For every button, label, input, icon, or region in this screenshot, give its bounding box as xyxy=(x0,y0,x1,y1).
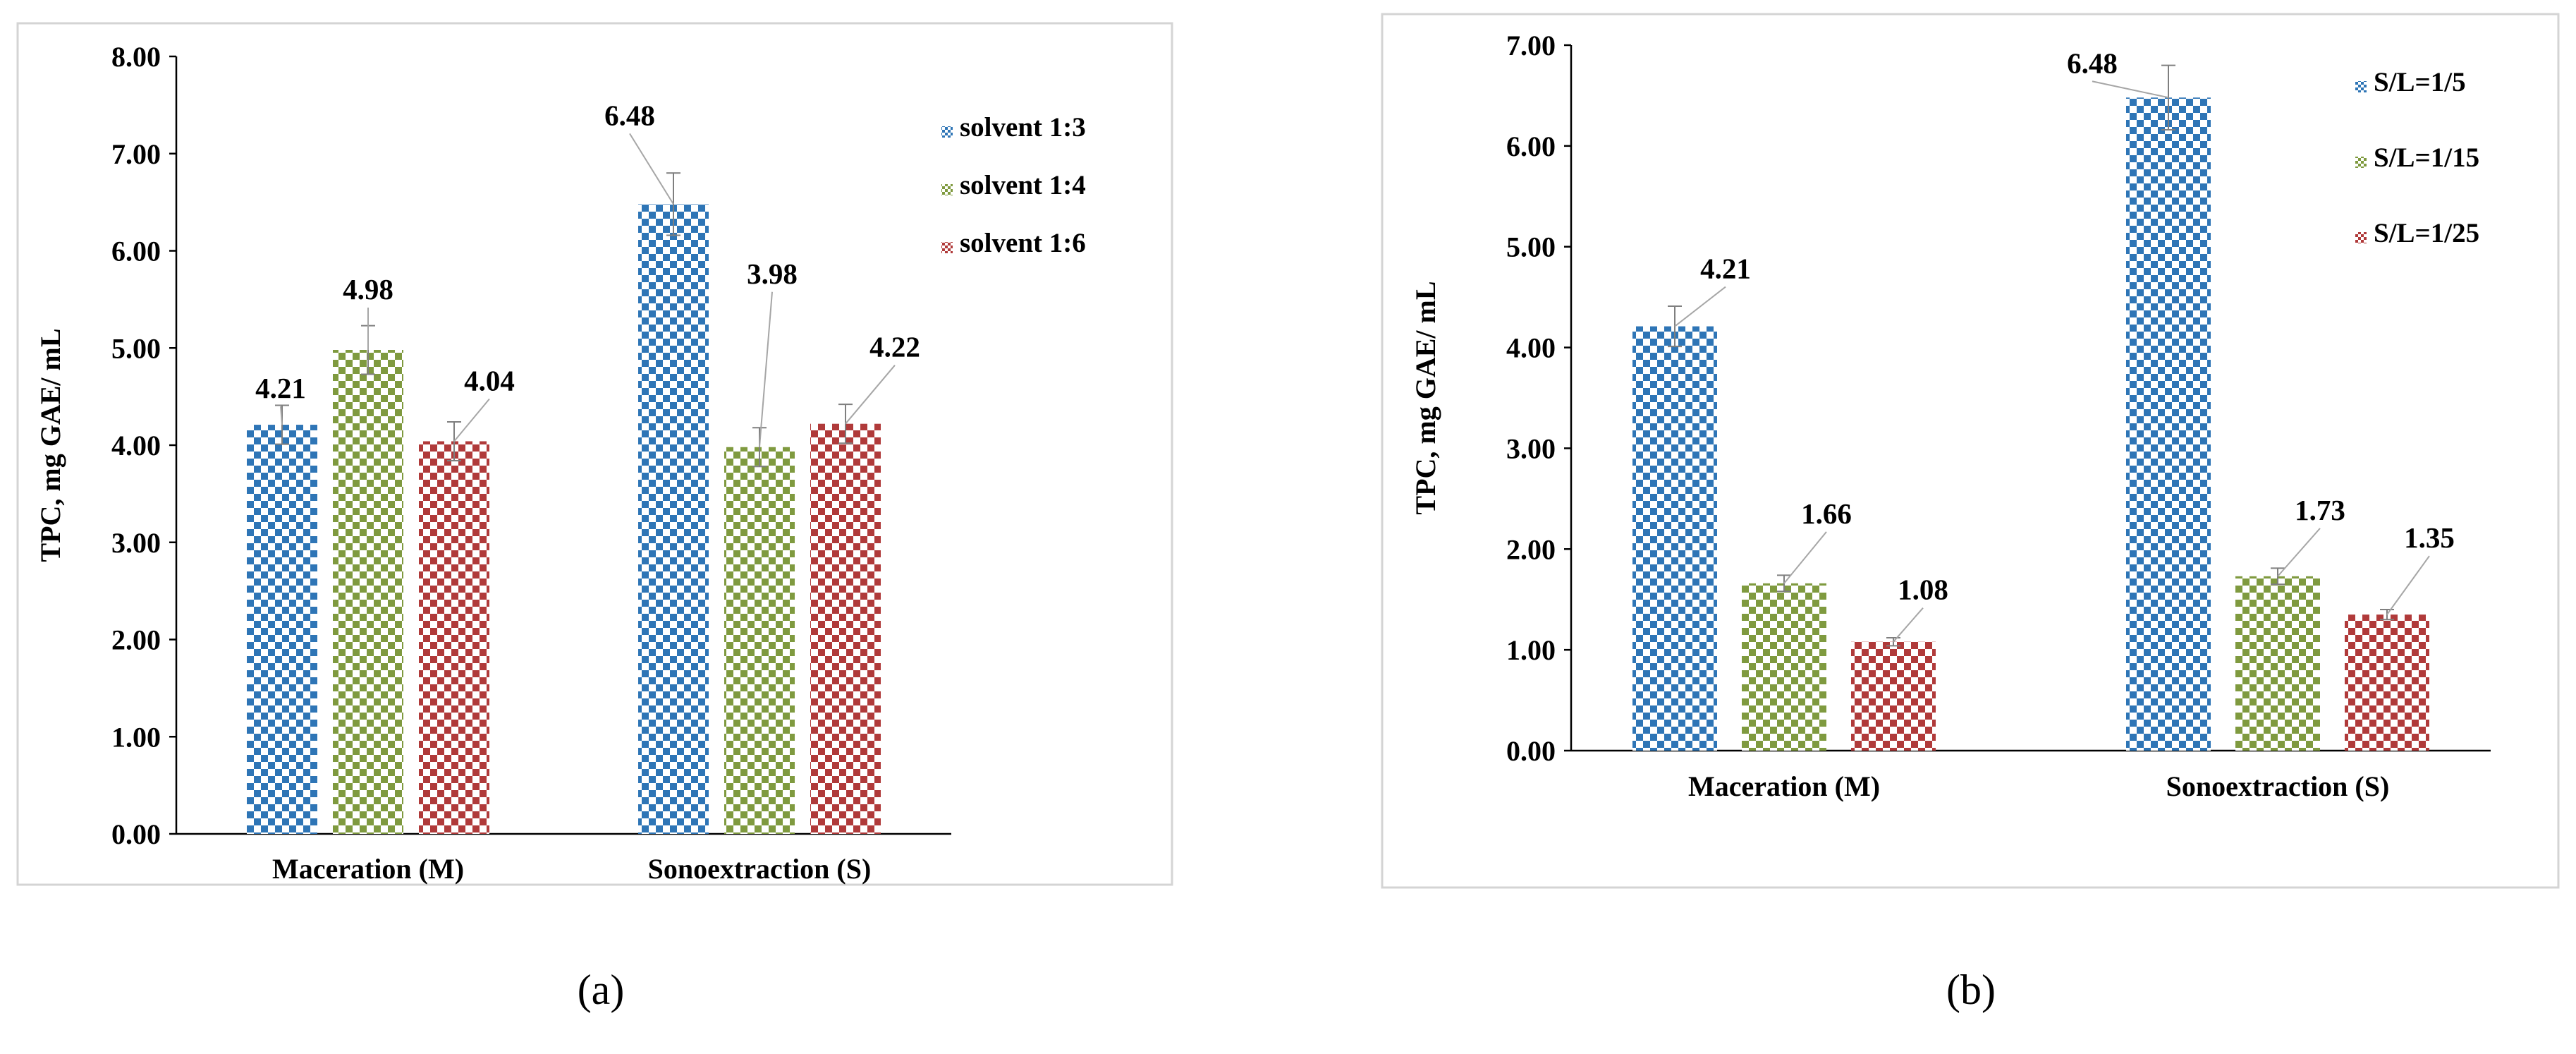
y-tick-label: 2.00 xyxy=(111,624,161,656)
data-label-leader xyxy=(1674,286,1726,327)
y-tick-label: 6.00 xyxy=(1506,131,1556,162)
legend-swatch xyxy=(2355,157,2367,168)
legend-swatch xyxy=(941,184,953,195)
data-label-leader xyxy=(1893,607,1924,643)
legend-swatch xyxy=(941,242,953,253)
panel-caption: (b) xyxy=(1946,967,1996,1013)
bar xyxy=(2126,97,2211,751)
data-label-leader xyxy=(280,406,283,425)
data-label: 1.66 xyxy=(1801,497,1852,530)
bar xyxy=(2235,576,2320,751)
data-label: 6.48 xyxy=(2067,47,2118,79)
data-label: 4.21 xyxy=(255,372,306,404)
bar xyxy=(724,447,795,834)
y-tick-label: 2.00 xyxy=(1506,533,1556,565)
chart-panel-a: 0.00 1.00 2.00 3.00 4.00 5.00 6.00 7.00 8.00 TPC,… xyxy=(16,22,1173,1013)
data-label-leader xyxy=(2386,555,2430,615)
data-label: 4.21 xyxy=(1700,253,1751,285)
data-label-leader xyxy=(1783,531,1827,584)
category-label: Maceration (M) xyxy=(1688,770,1880,802)
category-label: Maceration (M) xyxy=(272,853,464,885)
y-tick-label: 0.00 xyxy=(1506,735,1556,767)
data-label: 6.48 xyxy=(604,99,655,131)
data-label: 1.08 xyxy=(1898,574,1948,606)
y-tick-label: 8.00 xyxy=(111,41,161,73)
data-label-leader xyxy=(629,133,674,205)
data-label: 4.22 xyxy=(869,331,920,363)
legend-swatch xyxy=(2355,232,2367,243)
y-tick-label: 5.00 xyxy=(1506,231,1556,263)
legend-label: solvent 1:3 xyxy=(960,112,1086,143)
y-tick-label: 3.00 xyxy=(1506,432,1556,464)
data-label-leader xyxy=(759,291,773,447)
data-label-leader xyxy=(453,398,490,442)
category-label: Sonoextraction (S) xyxy=(2166,770,2390,802)
legend-swatch xyxy=(941,126,953,138)
y-tick-label: 1.00 xyxy=(111,721,161,753)
bar xyxy=(638,204,709,834)
bar xyxy=(1742,583,1826,751)
data-label-leader xyxy=(2277,528,2321,577)
chart-frame xyxy=(16,22,1173,886)
y-tick-label: 7.00 xyxy=(111,138,161,170)
data-label: 4.04 xyxy=(464,364,515,396)
y-axis-title: TPC, mg GAE/ mL xyxy=(35,328,66,562)
data-label: 3.98 xyxy=(747,258,798,290)
data-label: 1.35 xyxy=(2404,521,2455,554)
legend-swatch xyxy=(2355,81,2367,92)
bar xyxy=(419,441,489,834)
bar xyxy=(333,350,403,834)
bar xyxy=(247,425,317,834)
bar xyxy=(810,423,881,834)
data-label: 1.73 xyxy=(2295,494,2345,526)
data-label-leader xyxy=(2092,80,2169,99)
y-tick-label: 1.00 xyxy=(1506,634,1556,666)
bar xyxy=(1632,326,1717,751)
legend-label: solvent 1:4 xyxy=(960,170,1086,200)
y-axis-title: TPC, mg GAE/ mL xyxy=(1410,281,1441,514)
y-tick-label: 4.00 xyxy=(111,430,161,461)
y-tick-label: 6.00 xyxy=(111,236,161,267)
legend-label: solvent 1:6 xyxy=(960,228,1086,258)
y-tick-label: 5.00 xyxy=(111,332,161,364)
panel-caption: (a) xyxy=(578,967,625,1013)
y-tick-label: 0.00 xyxy=(111,818,161,850)
legend-label: S/L=1/25 xyxy=(2374,218,2479,248)
data-label-leader xyxy=(845,365,896,425)
legend-label: S/L=1/5 xyxy=(2374,67,2466,97)
y-tick-label: 3.00 xyxy=(111,527,161,559)
chart-panel-b: 0.00 1.00 2.00 3.00 4.00 5.00 6.00 7.00 TPC, mg … xyxy=(1381,13,2560,1013)
legend-label: S/L=1/15 xyxy=(2374,143,2479,173)
bar xyxy=(2345,614,2429,751)
data-label: 4.98 xyxy=(343,273,393,305)
y-tick-label: 4.00 xyxy=(1506,332,1556,364)
y-tick-label: 7.00 xyxy=(1506,30,1556,61)
bar xyxy=(1851,641,1936,751)
category-label: Sonoextraction (S) xyxy=(648,853,872,885)
